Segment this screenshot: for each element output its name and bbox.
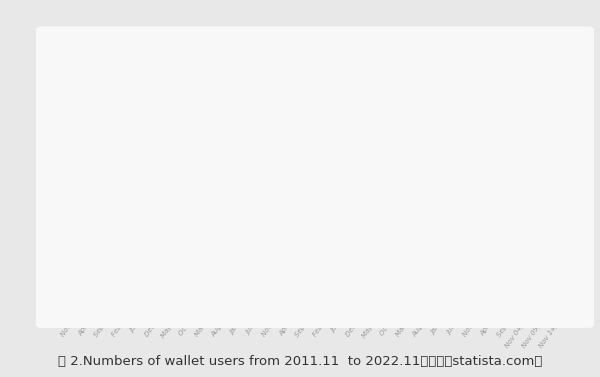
Text: 图 2.Numbers of wallet users from 2011.11  to 2022.11（来源：statista.com）: 图 2.Numbers of wallet users from 2011.11… <box>58 356 542 368</box>
Y-axis label: Number of users in millions: Number of users in millions <box>48 116 57 231</box>
